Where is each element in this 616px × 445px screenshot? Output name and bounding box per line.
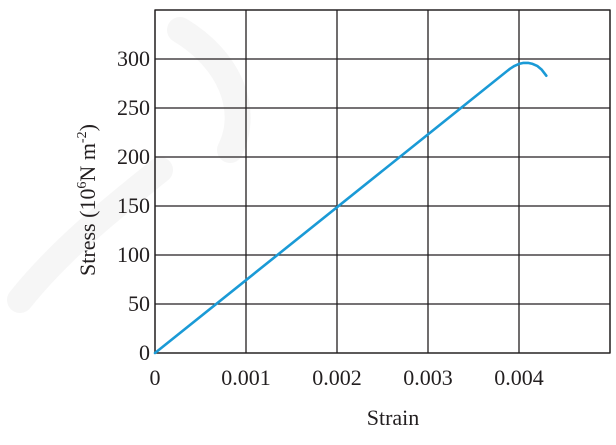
y-tick-label: 50 [128, 291, 150, 316]
x-tick-labels: 0 0.001 0.002 0.003 0.004 [150, 365, 544, 390]
y-tick-label: 250 [117, 95, 150, 120]
y-axis-title-close: ) [75, 124, 100, 131]
y-tick-label: 100 [117, 242, 150, 267]
y-axis-title-main: Stress (10 [75, 189, 100, 276]
x-tick-label: 0.001 [221, 365, 271, 390]
x-tick-label: 0.004 [494, 365, 544, 390]
y-tick-labels: 0 50 100 150 200 250 300 [117, 46, 150, 365]
y-axis-title-unit: N m [75, 143, 100, 182]
x-tick-label: 0.002 [312, 365, 362, 390]
plot-frame [154, 9, 611, 354]
y-tick-label: 300 [117, 46, 150, 71]
x-axis-title: Strain [367, 405, 420, 430]
y-axis-title-exp: 6 [75, 182, 90, 189]
y-axis-title-unit-exp: -2 [75, 131, 90, 143]
y-tick-label: 150 [117, 193, 150, 218]
y-tick-label: 200 [117, 144, 150, 169]
watermark [7, 17, 251, 313]
grid [154, 9, 611, 354]
x-tick-label: 0.003 [403, 365, 453, 390]
series [153, 61, 548, 355]
x-tick-label: 0 [150, 365, 161, 390]
y-axis-title: Stress (106N m-2) [75, 124, 100, 276]
y-tick-label: 0 [139, 340, 150, 365]
stress-strain-curve [153, 61, 548, 355]
